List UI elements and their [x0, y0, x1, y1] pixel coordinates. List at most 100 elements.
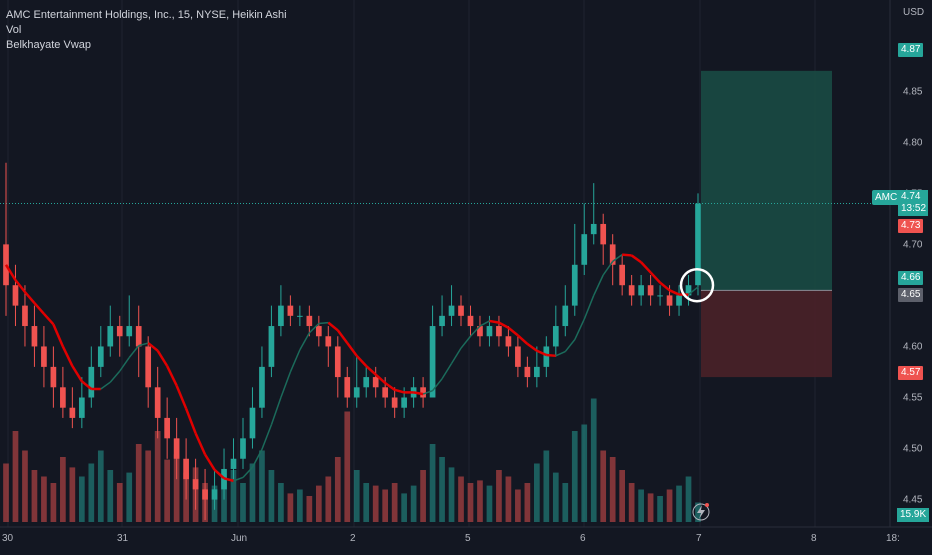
candle-body: [297, 315, 303, 317]
vwap-segment: [659, 281, 671, 292]
alert-dot: [705, 503, 709, 507]
volume-bar: [69, 467, 76, 522]
volume-bar: [135, 444, 142, 522]
candle-body: [154, 387, 161, 418]
currency-label[interactable]: USD: [903, 7, 925, 18]
price-tick-label: 4.85: [903, 86, 923, 97]
candle-body: [50, 366, 57, 388]
volume-bar: [344, 411, 351, 522]
last-price-value: 4.74: [901, 191, 921, 202]
candle-body: [69, 407, 76, 418]
volume-bar: [543, 450, 550, 522]
time-axis-label: 7: [696, 533, 702, 544]
candle-body: [477, 326, 483, 337]
volume-bar: [515, 489, 521, 522]
price-tick-label: 4.45: [903, 495, 923, 506]
candle-body: [647, 285, 654, 296]
vwap-segment: [346, 342, 358, 357]
candle-body: [278, 305, 284, 327]
volume-bar: [126, 472, 133, 522]
vwap-segment: [242, 466, 254, 478]
volume-bar: [638, 489, 644, 522]
candle-body: [619, 264, 626, 286]
candle-body: [524, 366, 531, 378]
volume-bar: [429, 444, 436, 522]
volume-bar: [278, 483, 284, 522]
vwap-segment: [441, 363, 453, 380]
volume-bar: [315, 485, 322, 522]
candle-body: [97, 346, 104, 367]
candle-body: [467, 315, 474, 327]
volume-bar: [486, 485, 493, 522]
target-zone: [701, 70, 832, 291]
volume-bar: [12, 431, 19, 522]
volume-bar: [353, 470, 360, 522]
candle-body: [240, 438, 246, 459]
vwap-segment: [61, 345, 74, 367]
volume-bar: [590, 398, 597, 522]
candle-body: [382, 387, 389, 398]
vwap-segment: [431, 378, 443, 392]
volume-bar: [268, 470, 275, 522]
prev-close-badge: 4.73: [898, 219, 924, 233]
vwap-segment: [223, 477, 234, 483]
candle-body: [363, 377, 370, 388]
candle-body: [22, 305, 28, 327]
volume-bar: [259, 450, 265, 522]
price-tick-label: 4.55: [903, 393, 923, 404]
volume-bar: [297, 489, 303, 522]
vwap-segment: [147, 342, 159, 352]
vwap-segment: [564, 339, 576, 353]
time-axis-label: 5: [465, 533, 471, 544]
candle-body: [458, 305, 464, 316]
vwap-segment: [109, 370, 121, 383]
vwap-segment: [33, 302, 45, 315]
volume-bar: [173, 454, 180, 522]
vwap-segment: [213, 468, 225, 480]
candle-body: [534, 366, 540, 378]
volume-bar: [552, 472, 559, 522]
candle-body: [183, 458, 189, 480]
candle-body: [192, 479, 199, 490]
candle-body: [230, 458, 237, 469]
volume-bar: [571, 431, 578, 522]
volume-bar: [657, 496, 663, 522]
volume-bar: [448, 467, 455, 522]
candle-body: [685, 285, 692, 296]
candle-body: [78, 397, 85, 418]
lightning-glyph: [697, 505, 705, 519]
volume-bar: [410, 485, 417, 522]
candle-body: [135, 326, 142, 347]
vwap-segment: [308, 322, 320, 334]
candle-body: [31, 326, 38, 347]
vwap-segment: [688, 286, 699, 296]
time-axis-label: 31: [117, 533, 129, 544]
vwap-segment: [669, 289, 680, 296]
vwap-segment: [583, 295, 595, 320]
candle-body: [211, 489, 218, 500]
candle-body: [334, 346, 341, 378]
volume-bar: [240, 483, 246, 522]
symbol-title[interactable]: AMC Entertainment Holdings, Inc., 15, NY…: [6, 9, 287, 21]
indicator-vol-label[interactable]: Vol: [6, 24, 22, 36]
volume-bar: [60, 457, 66, 522]
volume-bar: [306, 496, 313, 522]
candle-body: [41, 346, 47, 367]
vwap-segment: [336, 329, 349, 344]
price-tick-label: 4.70: [903, 239, 923, 250]
candle-body: [515, 346, 521, 367]
vwap-segment: [270, 397, 282, 425]
symbol-price-tag: AMC: [872, 190, 901, 205]
indicator-vwap-label[interactable]: Belkhayate Vwap: [6, 39, 91, 51]
time-axis-label: 30: [2, 533, 14, 544]
price-tick-label: 4.50: [903, 444, 923, 455]
vwap-segment: [355, 354, 368, 367]
volume-bar: [647, 493, 654, 522]
volume-bar: [562, 483, 569, 522]
candle-body: [202, 489, 208, 500]
candle-body: [325, 336, 332, 347]
volume-bar: [372, 485, 379, 522]
vwap-segment: [365, 365, 377, 376]
